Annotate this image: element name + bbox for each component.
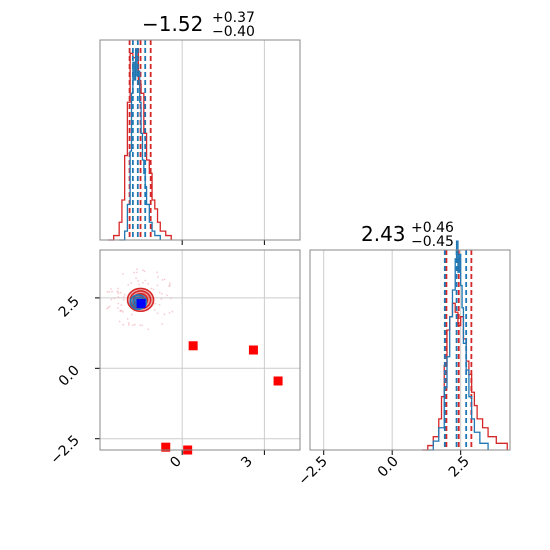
bottom-right-title-value: 2.43 xyxy=(361,222,406,246)
top-left-title: −1.52 +0.37 −0.40 xyxy=(142,10,255,40)
top-left-title-minus: −0.40 xyxy=(212,24,255,40)
bottom-right-title-plus: +0.46 xyxy=(411,220,454,236)
bl-sample-dot xyxy=(117,307,119,309)
bottom-left-scatter-panel xyxy=(95,249,301,455)
bl-sample-dot xyxy=(154,302,157,305)
bl-sample-dot xyxy=(113,297,116,300)
bl-sample-dot xyxy=(130,282,133,284)
bl-sample-dot xyxy=(122,323,125,326)
bl-sample-dot xyxy=(156,312,159,315)
bl-sample-dot xyxy=(136,268,138,271)
bl-sample-dot xyxy=(116,290,119,293)
bl-sample-dot xyxy=(117,287,119,290)
bl-sample-dot xyxy=(152,288,155,291)
bl-sample-dot xyxy=(143,270,146,273)
bl-sample-dot xyxy=(122,298,125,301)
bl-sample-dot xyxy=(166,294,168,297)
bottom-right-title-minus: −0.45 xyxy=(411,234,454,250)
bl-marker-1 xyxy=(188,341,198,351)
bl-sample-dot xyxy=(122,311,124,313)
bl-sample-dot xyxy=(138,283,140,286)
bl-sample-dot xyxy=(135,277,137,280)
bl-sample-dot xyxy=(141,324,144,327)
bl-sample-dot xyxy=(141,269,144,272)
top-left-histogram-panel xyxy=(99,39,301,245)
bl-sample-dot xyxy=(130,313,133,316)
bl-sample-dot xyxy=(123,296,125,298)
bl-border xyxy=(99,249,301,451)
bl-background xyxy=(100,250,300,450)
bl-sample-dot xyxy=(118,320,121,323)
bl-sample-dot xyxy=(117,302,120,305)
bl-sample-dot xyxy=(161,279,164,281)
bl-sample-dot xyxy=(169,297,172,300)
bl-sample-dot xyxy=(110,288,112,290)
bl-sample-dot xyxy=(119,291,122,294)
bl-sample-dot xyxy=(147,282,149,285)
bl-sample-dot xyxy=(163,313,166,316)
bl-sample-dot xyxy=(147,328,150,331)
bl-sample-dot xyxy=(117,296,120,298)
bl-sample-dot xyxy=(144,279,147,282)
bl-sample-dot xyxy=(133,323,136,326)
bl-sample-dot xyxy=(168,282,171,284)
br-background xyxy=(310,250,510,450)
bottom-right-title: 2.43 +0.46 −0.45 xyxy=(361,220,454,250)
bl-sample-dot xyxy=(135,271,138,274)
bl-sample-dot xyxy=(163,278,166,281)
bl-sample-dot xyxy=(161,323,164,325)
bl-sample-dot xyxy=(131,324,134,327)
bl-sample-dot xyxy=(150,287,153,290)
bl-sample-dot xyxy=(141,281,144,284)
bl-sample-dot xyxy=(111,290,113,293)
bl-sample-dot xyxy=(161,292,163,295)
bl-sample-dot xyxy=(160,298,163,300)
bl-sample-dot xyxy=(156,271,159,274)
bl-sample-dot xyxy=(127,322,130,324)
bl-sample-dot xyxy=(106,290,109,293)
bl-sample-dot xyxy=(123,293,126,296)
bl-marker-3 xyxy=(273,376,283,386)
bl-sample-dot xyxy=(108,290,111,293)
bl-sample-dot xyxy=(122,272,124,275)
bl-sample-dot xyxy=(153,308,156,311)
tl-border xyxy=(99,39,301,241)
bl-sample-dot xyxy=(110,298,113,301)
br-hist-series-0 xyxy=(422,302,508,451)
bl-sample-dot xyxy=(106,307,109,310)
bl-sample-dot xyxy=(120,304,123,307)
bl-sample-dot xyxy=(156,284,159,287)
bl-sample-dot xyxy=(127,283,130,286)
bl-sample-dot xyxy=(119,310,122,313)
top-left-title-plus: +0.37 xyxy=(212,10,255,26)
bl-sample-dot xyxy=(117,292,120,295)
bl-sample-dot xyxy=(168,285,171,287)
bl-sample-dot xyxy=(168,311,171,314)
bl-sample-dot xyxy=(157,276,159,278)
bl-marker-4 xyxy=(161,442,171,452)
bl-marker-2 xyxy=(248,345,258,355)
bl-sample-dot xyxy=(107,306,110,309)
bl-sample-dot xyxy=(158,291,161,294)
top-left-title-value: −1.52 xyxy=(142,12,203,36)
bl-sample-dot xyxy=(127,323,130,326)
bl-sample-dot xyxy=(139,324,141,327)
bl-sample-dot xyxy=(133,271,135,274)
tl-hist-series-1 xyxy=(119,48,161,241)
bl-sample-dot xyxy=(171,310,174,313)
bl-sample-dot xyxy=(137,280,140,282)
bl-sample-dot xyxy=(126,317,129,320)
bl-marker-0 xyxy=(136,299,146,309)
bottom-right-histogram-panel xyxy=(309,240,511,455)
br-border xyxy=(309,249,511,451)
bl-sample-dot xyxy=(158,303,161,306)
